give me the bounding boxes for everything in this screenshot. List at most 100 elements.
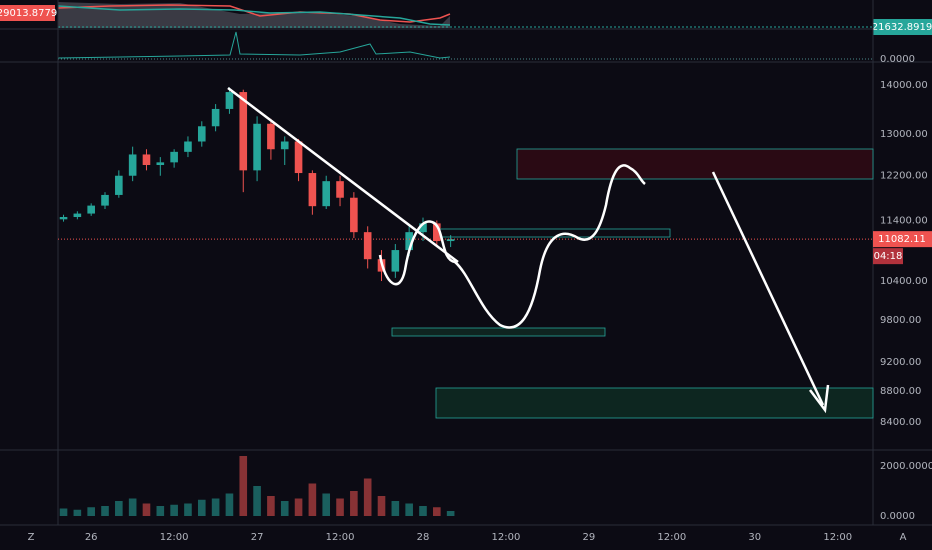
- volume-bar: [280, 501, 289, 516]
- countdown-text: 04:18: [874, 251, 903, 262]
- candle-body: [239, 92, 248, 171]
- volume-bar: [419, 506, 427, 516]
- volume-bar: [391, 501, 400, 516]
- candle-body: [294, 141, 303, 174]
- volume-bar: [156, 506, 165, 516]
- candle-body: [350, 197, 358, 233]
- candle-body: [280, 141, 289, 150]
- volume-bar: [433, 507, 441, 516]
- indicator-axis-label: 0.0000: [880, 54, 915, 65]
- x-tick-label: 28: [417, 532, 430, 543]
- volume-bar: [322, 493, 331, 516]
- drawings: [227, 87, 874, 419]
- x-tick-label: 12:00: [326, 532, 355, 543]
- volume-bar: [101, 506, 109, 516]
- x-tick-label: 12:00: [492, 532, 521, 543]
- y-tick-label: 9800.00: [880, 315, 921, 326]
- indicator-badge: [873, 19, 932, 35]
- y-tick-label: 9200.00: [880, 357, 921, 368]
- x-tick-label: 26: [85, 532, 98, 543]
- arrow-line: [711, 171, 825, 406]
- candle-body: [405, 232, 413, 251]
- candle-body: [322, 181, 331, 207]
- candle-body: [267, 123, 275, 150]
- scale-button[interactable]: Z: [28, 532, 35, 543]
- volume-bar: [350, 491, 358, 516]
- candle-body: [446, 239, 455, 242]
- candle-body: [59, 217, 68, 220]
- zone: [391, 327, 606, 337]
- y-tick-label: 13000.00: [880, 129, 928, 140]
- candle-body: [433, 223, 441, 242]
- volume-bar: [225, 493, 234, 516]
- labels: 8400.00 8800.00 9200.00 9800.00 10400.00 1140…: [85, 80, 932, 543]
- y-tick-label: 10400.00: [880, 276, 928, 287]
- candle-body: [128, 154, 137, 176]
- volume-bar: [115, 501, 123, 516]
- candle-body: [115, 175, 123, 195]
- candle-body: [87, 205, 95, 214]
- x-tick-label: 27: [251, 532, 264, 543]
- volume-bar: [294, 498, 303, 516]
- volume-bar: [267, 496, 275, 516]
- y-tick-label: 8400.00: [880, 417, 921, 428]
- support-zone: [435, 387, 874, 419]
- volume-tick-label: 0.0000: [880, 511, 915, 522]
- volume-bar: [211, 498, 220, 516]
- indicator-pane: 29013.8779 21632.8919 0.0000: [0, 2, 932, 65]
- candle-body: [73, 213, 82, 218]
- candle-body: [101, 194, 109, 206]
- arrow-head: [809, 384, 830, 414]
- x-tick-label: 30: [748, 532, 761, 543]
- candle-body: [391, 250, 400, 272]
- candle-body: [211, 108, 220, 127]
- volume-bar: [446, 511, 455, 516]
- scale-button[interactable]: A: [900, 532, 907, 543]
- trend-line: [227, 87, 459, 263]
- marks: [58, 87, 873, 516]
- volume-bar: [336, 498, 344, 516]
- candle-body: [197, 126, 206, 142]
- volume-bar: [197, 499, 206, 516]
- x-tick-label: 12:00: [823, 532, 852, 543]
- volume-bar: [308, 483, 317, 516]
- indicator-badge: [0, 5, 55, 21]
- candle-body: [156, 162, 165, 166]
- volume-bar: [184, 503, 192, 516]
- volume-bar: [73, 509, 82, 516]
- candle-body: [225, 92, 234, 109]
- indicator-line: [57, 5, 451, 26]
- volume-bar: [363, 478, 372, 516]
- candle-body: [142, 154, 151, 166]
- y-tick-label: 8800.00: [880, 386, 921, 397]
- indicator-badge-text: 29013.8779: [0, 8, 57, 19]
- indicator-area: [58, 2, 450, 28]
- volume-bar: [142, 503, 151, 516]
- volume-bar: [405, 503, 413, 516]
- volume-bar: [377, 496, 386, 516]
- x-tick-label: 12:00: [657, 532, 686, 543]
- projection-path: [378, 164, 646, 329]
- candle-body: [419, 223, 427, 233]
- candle-body: [253, 123, 261, 171]
- x-tick-label: 29: [583, 532, 596, 543]
- volume-bar: [87, 507, 95, 516]
- candle-body: [308, 173, 317, 207]
- resistance-zone: [516, 148, 874, 180]
- y-tick-label: 11400.00: [880, 215, 928, 226]
- price-badge-text: 11082.11: [878, 234, 926, 245]
- indicator-badge-text: 21632.8919: [872, 22, 932, 33]
- y-tick-label: 12200.00: [880, 171, 928, 182]
- candle-body: [170, 151, 178, 163]
- candle-body: [336, 181, 344, 198]
- candle-body: [363, 232, 372, 260]
- volume-bar: [239, 456, 248, 516]
- x-tick-label: 12:00: [160, 532, 189, 543]
- price-badge: [873, 231, 932, 248]
- volume-bar: [128, 498, 137, 516]
- indicator-line: [57, 31, 451, 59]
- volume-bar: [170, 504, 178, 516]
- volume-tick-label: 2000.0000: [880, 461, 932, 472]
- y-tick-label: 14000.00: [880, 80, 928, 91]
